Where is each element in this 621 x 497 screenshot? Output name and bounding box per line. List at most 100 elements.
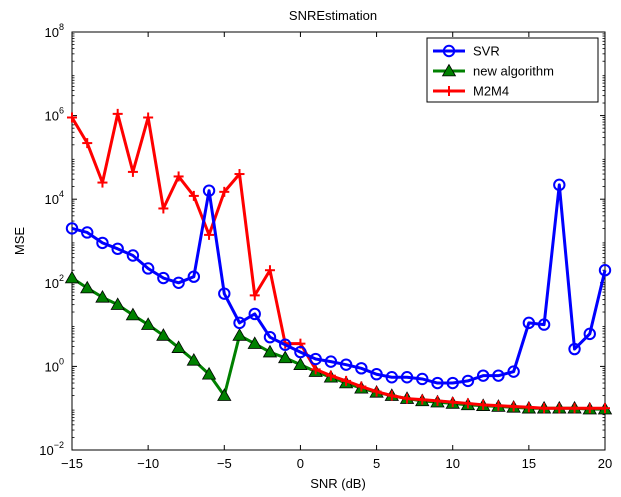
data-point-svr xyxy=(553,178,566,192)
x-tick-label: 20 xyxy=(598,456,612,471)
data-point-new-algorithm xyxy=(64,270,80,284)
data-point-new-algorithm xyxy=(278,350,293,364)
data-point-m2m4 xyxy=(432,395,443,406)
x-tick-label: −5 xyxy=(217,456,232,471)
legend-swatch-marker xyxy=(441,63,457,77)
data-point-m2m4 xyxy=(417,394,428,405)
data-point-svr xyxy=(583,327,596,341)
series-layer xyxy=(64,108,613,415)
y-tick-label: 104 xyxy=(45,189,64,207)
legend-swatch-marker xyxy=(444,86,454,96)
data-point-new-algorithm xyxy=(201,366,217,380)
data-point-m2m4 xyxy=(173,171,184,182)
data-point-svr xyxy=(263,330,277,344)
data-point-svr xyxy=(461,374,475,388)
data-point-svr xyxy=(126,249,140,262)
series-m2m4 xyxy=(67,108,610,414)
data-point-svr xyxy=(568,342,581,356)
data-point-svr xyxy=(248,307,261,321)
data-point-m2m4 xyxy=(234,169,245,180)
data-point-svr xyxy=(279,338,292,351)
data-point-m2m4 xyxy=(127,166,138,177)
data-point-m2m4 xyxy=(219,186,230,197)
data-point-svr xyxy=(218,287,231,300)
legend-label: new algorithm xyxy=(473,64,554,79)
data-point-m2m4 xyxy=(402,393,413,404)
y-tick-label: 106 xyxy=(45,106,64,124)
legend-swatch-marker xyxy=(442,44,456,58)
x-tick-label: 10 xyxy=(445,456,459,471)
data-point-svr xyxy=(157,271,170,285)
data-point-new-algorithm xyxy=(217,388,232,401)
data-point-m2m4 xyxy=(249,290,260,301)
data-point-svr xyxy=(81,226,94,239)
data-point-svr xyxy=(385,371,398,384)
data-point-m2m4 xyxy=(584,403,595,414)
x-tick-label: −15 xyxy=(61,456,83,471)
data-point-svr xyxy=(370,368,383,381)
data-point-new-algorithm xyxy=(171,340,186,353)
data-point-m2m4 xyxy=(554,403,565,414)
data-point-m2m4 xyxy=(386,390,397,401)
data-point-m2m4 xyxy=(264,265,275,276)
data-point-svr xyxy=(431,376,444,390)
data-point-svr xyxy=(309,352,322,366)
x-tick-label: 15 xyxy=(522,456,536,471)
data-point-new-algorithm xyxy=(293,357,308,370)
data-point-svr xyxy=(65,222,79,235)
x-tick-label: 0 xyxy=(297,456,304,471)
data-point-svr xyxy=(416,372,429,386)
data-point-svr xyxy=(537,318,551,331)
data-point-m2m4 xyxy=(523,402,534,413)
data-point-m2m4 xyxy=(341,375,352,386)
data-point-svr xyxy=(294,345,307,359)
data-point-new-algorithm xyxy=(140,317,156,330)
data-point-m2m4 xyxy=(447,397,458,408)
legend-item-new-algorithm: new algorithm xyxy=(433,64,554,79)
data-point-svr xyxy=(492,369,505,382)
data-point-m2m4 xyxy=(356,381,367,392)
data-point-svr xyxy=(324,355,338,368)
data-point-m2m4 xyxy=(204,229,215,240)
legend-item-m2m4: M2M4 xyxy=(433,84,509,99)
series-svr xyxy=(65,178,612,390)
data-point-new-algorithm xyxy=(95,289,110,303)
chart-title: SNREstimation xyxy=(289,8,377,23)
data-point-m2m4 xyxy=(188,190,199,201)
data-point-m2m4 xyxy=(371,386,382,397)
y-axis-label: MSE xyxy=(12,227,27,256)
data-point-m2m4 xyxy=(600,403,610,414)
data-point-new-algorithm xyxy=(232,328,247,341)
data-point-svr xyxy=(111,242,124,256)
x-tick-label: −10 xyxy=(137,456,159,471)
data-point-m2m4 xyxy=(67,112,77,123)
data-point-m2m4 xyxy=(112,108,123,119)
data-point-m2m4 xyxy=(462,398,473,409)
data-point-new-algorithm xyxy=(262,344,278,358)
data-point-m2m4 xyxy=(143,112,154,123)
data-point-m2m4 xyxy=(82,138,93,149)
data-point-svr xyxy=(202,184,216,197)
data-point-m2m4 xyxy=(539,403,550,414)
data-point-svr xyxy=(141,262,155,275)
data-point-svr xyxy=(598,264,612,277)
data-point-m2m4 xyxy=(158,203,169,214)
data-point-svr xyxy=(339,358,353,371)
data-point-m2m4 xyxy=(97,177,108,188)
data-point-new-algorithm xyxy=(80,280,95,294)
data-point-new-algorithm xyxy=(186,352,202,366)
data-point-m2m4 xyxy=(478,399,489,410)
x-axis-label: SNR (dB) xyxy=(310,476,366,491)
legend-label: SVR xyxy=(473,44,500,59)
legend-item-svr: SVR xyxy=(433,44,500,59)
data-point-new-algorithm xyxy=(110,297,125,310)
data-point-svr xyxy=(96,236,109,250)
legend: SVR new algorithm M2M4 xyxy=(426,37,599,103)
data-point-svr xyxy=(187,270,201,283)
legend-label: M2M4 xyxy=(473,84,509,99)
data-point-svr xyxy=(400,371,414,384)
data-point-svr xyxy=(446,376,459,390)
data-point-svr xyxy=(476,369,490,382)
data-point-svr xyxy=(507,365,520,378)
data-point-svr xyxy=(172,276,185,289)
